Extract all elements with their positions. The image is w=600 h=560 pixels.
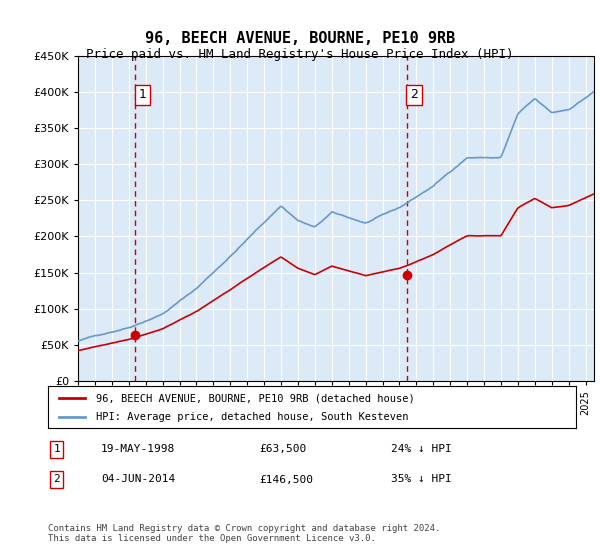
Text: £146,500: £146,500 [259,474,313,484]
Text: 24% ↓ HPI: 24% ↓ HPI [391,445,452,454]
Text: 96, BEECH AVENUE, BOURNE, PE10 9RB (detached house): 96, BEECH AVENUE, BOURNE, PE10 9RB (deta… [95,393,414,403]
Text: 19-MAY-1998: 19-MAY-1998 [101,445,175,454]
Text: 35% ↓ HPI: 35% ↓ HPI [391,474,452,484]
Text: 1: 1 [139,88,146,101]
Text: 2: 2 [410,88,418,101]
Text: Price paid vs. HM Land Registry's House Price Index (HPI): Price paid vs. HM Land Registry's House … [86,48,514,60]
Text: 1: 1 [53,445,60,454]
Text: £63,500: £63,500 [259,445,307,454]
Text: 04-JUN-2014: 04-JUN-2014 [101,474,175,484]
Text: 2: 2 [53,474,60,484]
Text: HPI: Average price, detached house, South Kesteven: HPI: Average price, detached house, Sout… [95,412,408,422]
Text: 96, BEECH AVENUE, BOURNE, PE10 9RB: 96, BEECH AVENUE, BOURNE, PE10 9RB [145,31,455,46]
Text: Contains HM Land Registry data © Crown copyright and database right 2024.
This d: Contains HM Land Registry data © Crown c… [48,524,440,543]
